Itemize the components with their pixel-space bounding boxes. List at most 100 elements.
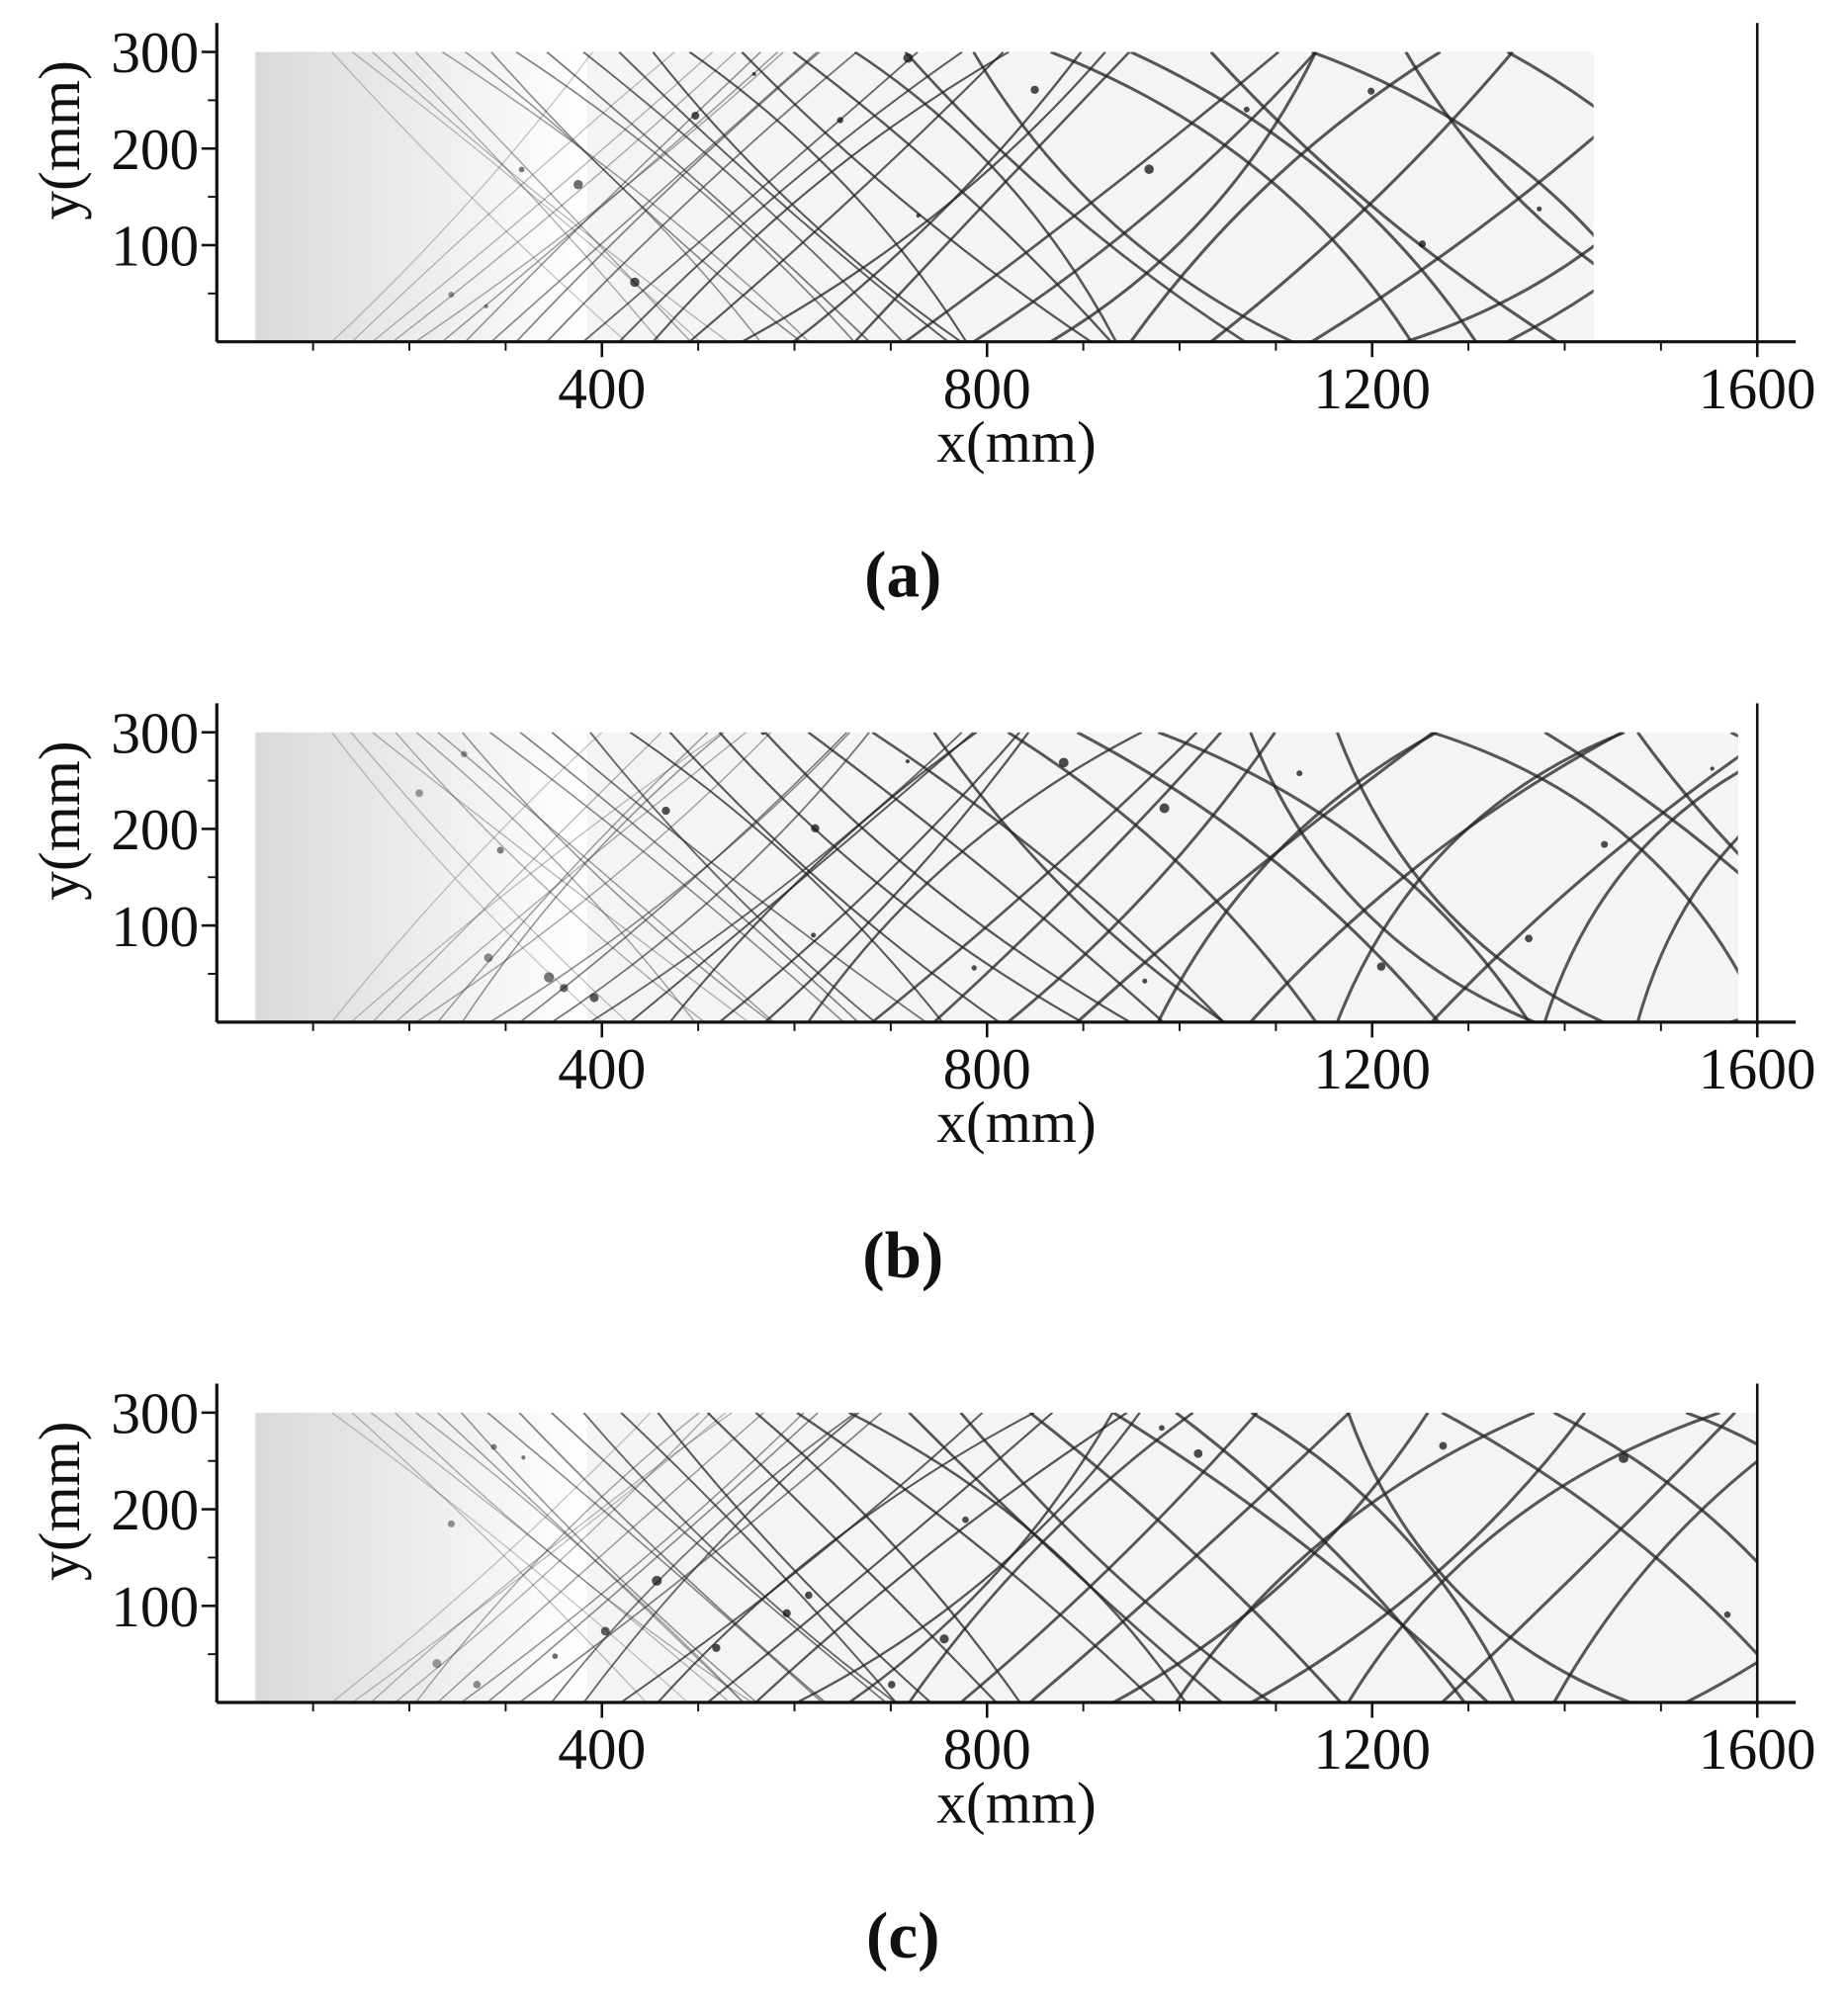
triple-point-track	[652, 51, 1010, 342]
triple-point-track	[688, 51, 968, 342]
x-tick-label: 1600	[1699, 1716, 1816, 1782]
collision-point	[751, 71, 756, 76]
x-tick-label: 1200	[1313, 356, 1431, 421]
collision-point	[811, 824, 820, 833]
triple-point-track	[1405, 243, 1594, 342]
triple-point-track	[1543, 732, 1738, 875]
triple-point-track	[488, 732, 844, 1022]
collision-point	[1723, 1611, 1731, 1618]
y-tick-label: 100	[111, 894, 199, 959]
triple-point-track	[1175, 1412, 1466, 1703]
x-tick-label: 400	[558, 356, 646, 421]
collision-point	[661, 806, 670, 816]
triple-point-track	[486, 1412, 823, 1703]
collision-point	[473, 1681, 482, 1689]
triple-point-track	[331, 1412, 652, 1703]
triple-point-track	[395, 732, 748, 1022]
triple-point-track	[1635, 834, 1738, 1022]
collision-point	[521, 1455, 526, 1460]
collision-point	[1159, 803, 1170, 814]
x-tick-label: 800	[943, 1036, 1031, 1101]
collision-point	[652, 1575, 662, 1586]
triple-point-track	[437, 732, 709, 1022]
triple-point-track	[1157, 732, 1531, 1022]
x-axis-label: x(mm)	[936, 1770, 1096, 1835]
collision-point	[1619, 1452, 1628, 1463]
triple-point-track	[763, 732, 1030, 1022]
triple-point-track	[488, 732, 851, 1022]
triple-point-track	[754, 1412, 1021, 1703]
triple-point-track	[414, 51, 784, 342]
collision-point	[447, 1520, 456, 1527]
collision-point	[1142, 978, 1148, 984]
x-axis-label: x(mm)	[936, 1089, 1096, 1155]
triple-point-track	[437, 1412, 745, 1703]
triple-point-track	[351, 1412, 727, 1703]
triple-point-track	[1076, 732, 1441, 1022]
triple-point-track	[1506, 51, 1594, 109]
triple-point-track	[620, 1412, 897, 1703]
triple-point-track	[1552, 1412, 1758, 1565]
collision-point	[560, 984, 569, 993]
triple-point-track	[1624, 52, 1848, 342]
triple-point-track	[1049, 51, 1318, 342]
triple-point-track	[1050, 51, 1413, 342]
panel-caption: (b)	[862, 1218, 943, 1292]
triple-point-track	[518, 1412, 827, 1703]
triple-point-track	[441, 51, 810, 342]
triple-point-track	[1076, 732, 1435, 1022]
collision-point	[1525, 934, 1533, 943]
collision-point	[1058, 757, 1069, 768]
triple-point-track	[519, 732, 859, 1022]
x-tick-label: 1200	[1313, 1716, 1431, 1782]
triple-point-track	[932, 732, 1222, 1022]
triple-point-track	[370, 1412, 731, 1703]
triple-point-track	[620, 1412, 984, 1703]
y-tick-label: 300	[111, 20, 199, 85]
collision-point	[552, 1653, 559, 1660]
triple-point-track	[582, 1412, 897, 1703]
triple-point-track	[1129, 51, 1442, 342]
triple-point-track	[1685, 1660, 1758, 1703]
triple-point-track	[350, 732, 723, 1022]
collision-point	[1367, 87, 1375, 95]
triple-point-track	[1007, 732, 1276, 1022]
collision-point	[600, 1626, 610, 1636]
x-tick-label: 400	[558, 1716, 646, 1782]
triple-point-track	[629, 732, 975, 1022]
triple-point-track	[490, 51, 802, 342]
triple-point-track	[1542, 770, 1738, 1022]
induction-zone	[255, 51, 587, 342]
triple-point-track	[551, 1412, 857, 1703]
triple-point-track	[1250, 1412, 1516, 1703]
triple-point-track	[871, 732, 1225, 1022]
y-axis-label: y(mm)	[27, 741, 92, 900]
triple-point-track	[372, 51, 729, 342]
triple-point-track	[515, 51, 821, 342]
figure-content: 400 800 1200 1600 100 200 300 x(mm) y(mm) (a) 400 8…	[27, 20, 1848, 1972]
collision-point	[1296, 770, 1303, 777]
collision-point	[1193, 1448, 1203, 1458]
triple-point-track	[1129, 51, 1478, 342]
x-tick-label: 800	[943, 1716, 1031, 1782]
triple-point-track	[1112, 1412, 1489, 1703]
collision-point	[962, 1516, 969, 1524]
panel: 400 800 1200 1600 100 200 300 x(mm) y(mm) (a)	[27, 20, 1848, 612]
collision-point	[691, 112, 700, 121]
triple-point-track	[1685, 1412, 1758, 1446]
triple-point-track	[551, 1412, 887, 1703]
triple-point-track	[932, 732, 1225, 1022]
triple-point-track	[372, 732, 749, 1022]
triple-point-track	[370, 1412, 733, 1703]
triple-point-track	[414, 51, 692, 342]
triple-point-track	[486, 1412, 819, 1703]
triple-point-track	[1209, 51, 1558, 342]
triple-point-track	[1028, 1412, 1351, 1703]
collision-point	[712, 1643, 721, 1652]
triple-point-track	[1028, 1412, 1343, 1703]
triple-point-track	[437, 732, 774, 1022]
y-tick-label: 200	[111, 797, 199, 862]
triple-point-track	[392, 51, 737, 342]
triple-point-track	[1347, 1412, 1631, 1703]
